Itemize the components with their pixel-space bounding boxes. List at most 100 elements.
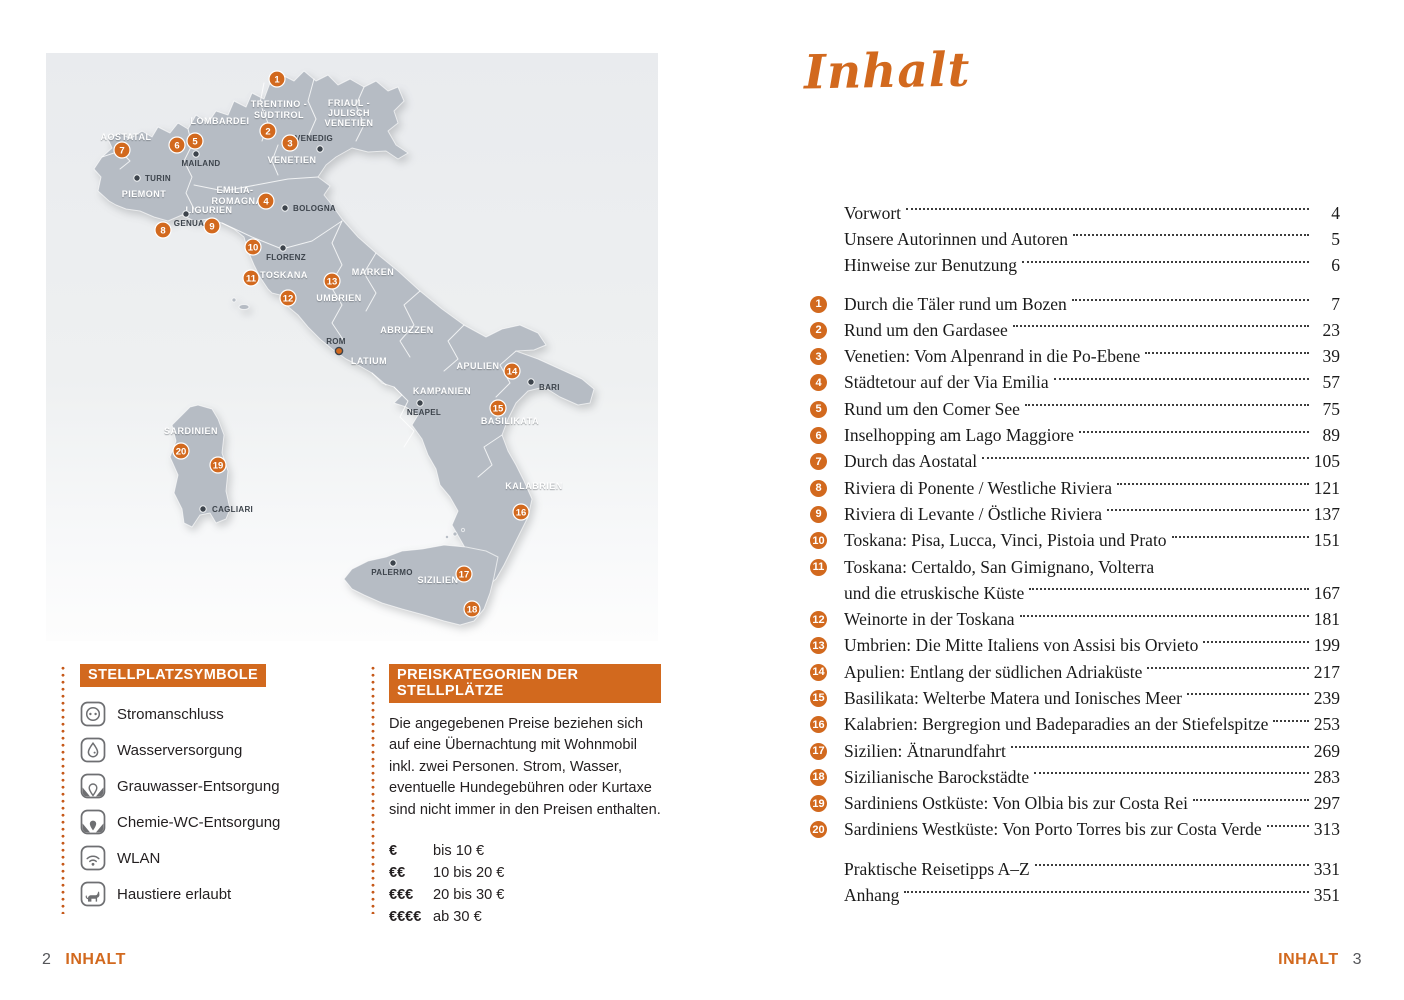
- page-number: 3: [1352, 951, 1362, 968]
- region-label: LATIUM: [351, 356, 387, 366]
- svg-text:20: 20: [176, 447, 187, 458]
- city-dot-neapel: [416, 399, 424, 407]
- toc-entry-chapter: 16 Kalabrien: Bergregion und Badeparadies…: [806, 712, 1340, 738]
- toc-entry-label: Sardiniens Ostküste: Von Olbia bis zur C…: [844, 793, 1188, 814]
- city-label: GENUA: [174, 219, 204, 228]
- map-marker: [172, 442, 190, 460]
- city-label: TURIN: [145, 174, 171, 183]
- toc-entry-chapter: 19 Sardiniens Ostküste: Von Olbia bis zur…: [806, 791, 1340, 817]
- toc-entry-label: Städtetour auf der Via Emilia: [844, 372, 1049, 393]
- toc-entry-page: 5: [1331, 228, 1340, 249]
- toc-entry-chapter: 15 Basilikata: Welterbe Matera und Ionisc…: [806, 685, 1340, 711]
- map-marker: [154, 221, 172, 239]
- chapter-number-badge: 8: [810, 479, 827, 497]
- chapter-number-badge: 15: [810, 689, 827, 707]
- toc-entry-page: 105: [1313, 451, 1340, 472]
- city-dot-venedig: [316, 145, 324, 153]
- toc-entry-back: Praktische Reisetipps A–Z 331: [806, 856, 1340, 882]
- city-label: BOLOGNA: [293, 204, 336, 213]
- toc-entry-label: Rund um den Gardasee: [844, 319, 1008, 340]
- city-dot-mailand: [192, 150, 200, 158]
- map-marker: [259, 122, 277, 140]
- city-dot-turin: [133, 174, 141, 182]
- toc-entry-chapter: 12 Weinorte in der Toskana 181: [806, 606, 1340, 632]
- toc-entry-label: Sizilianische Barockstädte: [844, 766, 1030, 787]
- left-page-footer: 2 INHALT: [42, 951, 126, 969]
- svg-text:9: 9: [209, 222, 214, 233]
- toc-entry-label: Toskana: Certaldo, San Gimignano, Volter…: [844, 556, 1155, 577]
- dotted-divider: [61, 666, 65, 914]
- chapter-number-badge: 16: [810, 716, 827, 734]
- toc-entry-chapter: 11 Toskana: Certaldo, San Gimignano, Volt…: [806, 554, 1340, 580]
- legend-item: Wasserversorgung: [80, 737, 360, 763]
- svg-text:1: 1: [274, 75, 280, 86]
- dot-leader: [1034, 772, 1309, 775]
- legend-item-label: Stromanschluss: [117, 705, 224, 723]
- region-label: TOSKANA: [260, 270, 308, 280]
- toc-entry-chapter: 6 Inselhopping am Lago Maggiore 89: [806, 422, 1340, 448]
- svg-text:3: 3: [287, 139, 292, 150]
- legend-item-label: Haustiere erlaubt: [117, 885, 232, 903]
- price-symbol: €€: [389, 865, 406, 882]
- price-range: 10 bis 20 €: [433, 865, 505, 882]
- chapter-number-badge: 17: [810, 742, 827, 760]
- map-marker: [489, 399, 507, 417]
- toc-entry-page: 39: [1322, 346, 1341, 367]
- map-marker: [281, 134, 299, 152]
- svg-text:2: 2: [265, 127, 270, 138]
- legend-item-label: Wasserversorgung: [117, 741, 243, 759]
- dot-leader: [1273, 719, 1309, 722]
- legend-item: Grauwasser-Entsorgung: [80, 773, 360, 799]
- elba-island: [238, 304, 250, 310]
- svg-text:16: 16: [516, 508, 527, 519]
- toc-entry-page: 57: [1322, 372, 1341, 393]
- running-head: INHALT: [1278, 951, 1339, 968]
- toc-entry-label: Kalabrien: Bergregion und Badeparadies a…: [844, 714, 1269, 735]
- dot-leader: [1117, 483, 1309, 486]
- dot-leader: [1010, 746, 1309, 749]
- chapter-number-badge: 18: [810, 768, 827, 786]
- toc-entry-chapter: 7 Durch das Aostatal 105: [806, 449, 1340, 475]
- dot-leader: [1147, 667, 1309, 670]
- svg-text:10: 10: [248, 243, 259, 254]
- mainland-shape: [93, 70, 595, 588]
- italy-landmass: [93, 70, 595, 626]
- toc-entry-page: 253: [1313, 714, 1340, 735]
- map-marker: [209, 456, 227, 474]
- region-labels: AOSTATAL LOMBARDEI TRENTINO - SÜDTIROL F…: [101, 98, 563, 585]
- dot-leader: [1073, 234, 1309, 237]
- toc-entry-label: Anhang: [844, 885, 900, 906]
- city-dot-cagliari: [199, 505, 207, 513]
- price-categories: PREISKATEGORIEN DER STELLPLÄTZE Die ange…: [389, 664, 661, 931]
- chapter-number-badge: 10: [810, 532, 827, 550]
- site-symbols-legend: STELLPLATZSYMBOLE Stromanschluss Wasserv…: [80, 664, 360, 917]
- chapter-number-badge: 14: [810, 663, 827, 681]
- running-head: INHALT: [65, 951, 126, 968]
- toc-entry-label: und die etruskische Küste: [844, 582, 1025, 603]
- legend-item: Chemie-WC-Entsorgung: [80, 809, 360, 835]
- power-socket-icon: [80, 701, 106, 727]
- wifi-icon: [80, 845, 106, 871]
- toc-entry-chapter: 17 Sizilien: Ätnarundfahrt 269: [806, 738, 1340, 764]
- sardinia-shape: [169, 404, 231, 528]
- toc-entry-page: 137: [1313, 503, 1340, 524]
- dot-leader: [1203, 640, 1309, 643]
- dot-leader: [1012, 325, 1309, 328]
- toc-entry-label: Sardiniens Westküste: Von Porto Torres b…: [844, 819, 1262, 840]
- toc-entry-label: Riviera di Levante / Östliche Riviera: [844, 503, 1103, 524]
- toc-entry-page: 7: [1331, 293, 1340, 314]
- map-marker: [244, 238, 262, 256]
- price-description: Die angegebenen Preise beziehen sich auf…: [389, 716, 661, 818]
- toc-entry-page: 6: [1331, 255, 1340, 276]
- svg-text:6: 6: [174, 141, 179, 152]
- dot-leader: [1053, 377, 1309, 380]
- city-dot-bari: [527, 378, 535, 386]
- dot-leader: [1034, 864, 1309, 867]
- toc-entry-page: 297: [1313, 793, 1340, 814]
- aeolian-island: [444, 534, 450, 540]
- svg-text:18: 18: [467, 605, 478, 616]
- chapter-number-badge: 12: [810, 611, 827, 629]
- toc-entry-page: 181: [1313, 609, 1340, 630]
- dot-leader: [1078, 430, 1309, 433]
- price-row: €€€€ ab 30 €: [389, 909, 661, 931]
